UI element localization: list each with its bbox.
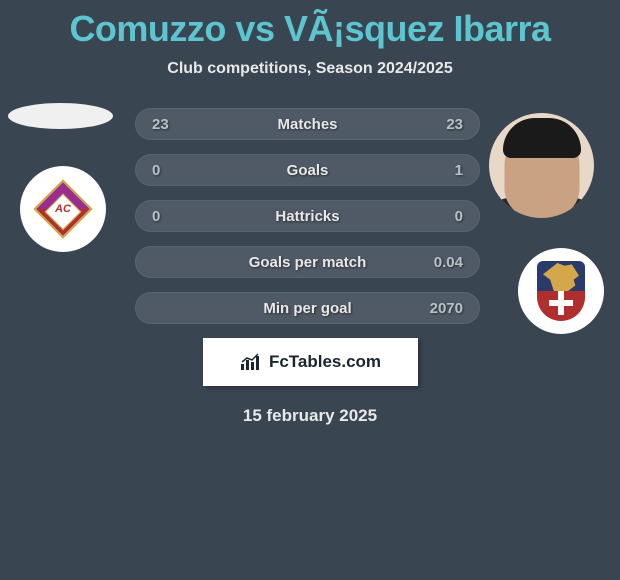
chart-icon: [239, 352, 263, 372]
player1-avatar: [8, 103, 113, 129]
stat-label: Min per goal: [263, 300, 351, 317]
branding-logo: FcTables.com: [203, 338, 418, 386]
player2-avatar: [489, 113, 594, 218]
stat-row: 0 Hattricks 0: [135, 200, 480, 232]
player1-club-badge: AC: [20, 166, 106, 252]
stat-left-value: 0: [152, 162, 192, 179]
stat-right-value: 0.04: [423, 254, 463, 271]
comparison-date: 15 february 2025: [0, 406, 620, 426]
stat-row: 23 Matches 23: [135, 108, 480, 140]
stat-label: Goals per match: [249, 254, 367, 271]
site-name: FcTables.com: [269, 352, 381, 372]
comparison-content: AC 23 Matches 23 0 Goals 1 0 Hattricks 0: [0, 108, 620, 426]
stat-left-value: 0: [152, 208, 192, 225]
stat-label: Goals: [287, 162, 329, 179]
stat-label: Hattricks: [275, 208, 339, 225]
genoa-badge-icon: [537, 261, 585, 321]
page-subtitle: Club competitions, Season 2024/2025: [0, 60, 620, 78]
stat-row: Goals per match 0.04: [135, 246, 480, 278]
stat-rows: 23 Matches 23 0 Goals 1 0 Hattricks 0 Go…: [135, 108, 480, 324]
stat-row: 0 Goals 1: [135, 154, 480, 186]
page-title: Comuzzo vs VÃ¡squez Ibarra: [0, 0, 620, 50]
stat-right-value: 23: [423, 116, 463, 133]
stat-left-value: 23: [152, 116, 192, 133]
fiorentina-badge-icon: AC: [42, 188, 84, 230]
stat-right-value: 0: [423, 208, 463, 225]
stat-row: Min per goal 2070: [135, 292, 480, 324]
stat-right-value: 2070: [423, 300, 463, 317]
stat-label: Matches: [277, 116, 337, 133]
stat-right-value: 1: [423, 162, 463, 179]
player2-club-badge: [518, 248, 604, 334]
